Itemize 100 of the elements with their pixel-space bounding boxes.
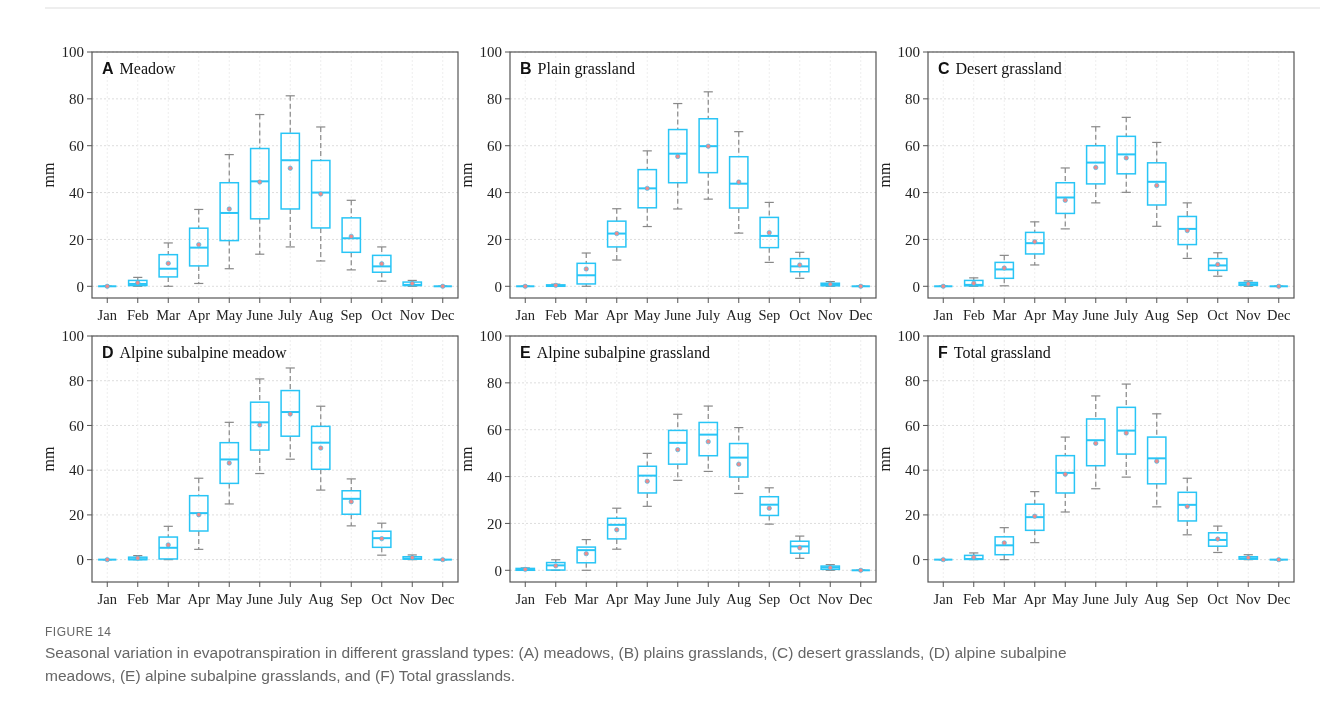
- x-tick-label: Mar: [574, 307, 599, 323]
- x-tick-label: June: [664, 307, 692, 323]
- text: Seasonal variation in evapotranspiration in different grassland types: (A) meadows, (B) plains grasslands, (C) desert grasslands, (D) alpine subalpine meadows, (E) alpine subalpine grasslands, and (F) Total grasslands.: [45, 644, 1067, 684]
- x-tick-label: July: [1114, 591, 1140, 607]
- x-tick-label: Sep: [758, 307, 781, 323]
- x-tick-label: Nov: [817, 307, 844, 323]
- x-tick-label: Sep: [340, 591, 363, 607]
- x-tick-label: Dec: [1267, 307, 1291, 323]
- y-tick-label: 40: [905, 462, 920, 479]
- text: D Alpine subalpine meadow: [102, 344, 288, 362]
- x-tick-label: Apr: [1023, 307, 1047, 323]
- y-tick-label: 100: [897, 328, 920, 345]
- x-tick-label: May: [215, 591, 244, 607]
- x-tick-label: Mar: [992, 591, 1017, 607]
- y-tick-label: 80: [487, 91, 502, 108]
- y-axis-title: mm: [876, 162, 893, 188]
- x-tick-label: July: [278, 591, 304, 607]
- text: E Alpine subalpine grassland: [520, 344, 710, 362]
- x-tick-label: Aug: [726, 591, 752, 607]
- y-tick-label: 80: [69, 91, 84, 108]
- y-tick-label: 0: [494, 562, 502, 579]
- x-tick-label: Apr: [187, 307, 211, 323]
- x-tick-label: Mar: [992, 307, 1017, 323]
- x-tick-label: June: [664, 591, 692, 607]
- x-tick-label: Nov: [399, 591, 426, 607]
- y-tick-label: 80: [487, 375, 502, 392]
- x-tick-label: May: [215, 307, 244, 323]
- y-axis-title: mm: [458, 446, 475, 472]
- x-tick-label: Jan: [515, 591, 536, 607]
- x-tick-label: June: [1082, 591, 1110, 607]
- x-tick-label: Apr: [187, 591, 211, 607]
- y-tick-label: 80: [905, 91, 920, 108]
- y-axis-title: mm: [40, 162, 57, 188]
- x-tick-label: Oct: [1207, 307, 1229, 323]
- x-tick-label: Nov: [1235, 307, 1262, 323]
- x-tick-label: Dec: [849, 591, 873, 607]
- caption: FIGURE 14: [45, 625, 112, 639]
- text: A Meadow: [102, 60, 176, 77]
- y-axis-title: mm: [458, 162, 475, 188]
- x-tick-label: Jan: [933, 307, 954, 323]
- y-axis-title: mm: [40, 446, 57, 472]
- y-tick-label: 40: [69, 184, 84, 201]
- text: B Plain grassland: [520, 60, 635, 78]
- y-tick-label: 100: [479, 44, 502, 61]
- y-tick-label: 20: [69, 507, 84, 524]
- x-tick-label: Aug: [1144, 307, 1170, 323]
- x-tick-label: Jan: [97, 591, 118, 607]
- x-tick-label: Feb: [962, 307, 985, 323]
- y-tick-label: 40: [905, 184, 920, 201]
- y-tick-label: 0: [494, 278, 502, 295]
- x-tick-label: Jan: [933, 591, 954, 607]
- x-tick-label: Oct: [1207, 591, 1229, 607]
- x-tick-label: July: [278, 307, 304, 323]
- y-tick-label: 100: [61, 44, 84, 61]
- x-tick-label: July: [696, 591, 722, 607]
- x-tick-label: Dec: [431, 591, 455, 607]
- x-tick-label: Dec: [431, 307, 455, 323]
- x-tick-label: June: [1082, 307, 1110, 323]
- y-tick-label: 100: [61, 328, 84, 345]
- y-tick-label: 60: [487, 137, 502, 154]
- y-tick-label: 60: [69, 417, 84, 434]
- x-tick-label: July: [1114, 307, 1140, 323]
- x-tick-label: Jan: [515, 307, 536, 323]
- x-tick-label: Feb: [544, 591, 567, 607]
- x-tick-label: Jan: [97, 307, 118, 323]
- x-tick-label: Feb: [962, 591, 985, 607]
- x-tick-label: Dec: [849, 307, 873, 323]
- y-tick-label: 60: [905, 417, 920, 434]
- x-tick-label: Apr: [605, 307, 629, 323]
- x-tick-label: Oct: [789, 307, 811, 323]
- x-tick-label: June: [246, 591, 274, 607]
- x-tick-label: Aug: [1144, 591, 1170, 607]
- x-tick-label: Oct: [371, 307, 393, 323]
- x-tick-label: May: [1051, 307, 1080, 323]
- y-tick-label: 20: [487, 515, 502, 532]
- y-tick-label: 0: [76, 551, 84, 568]
- x-tick-label: Nov: [1235, 591, 1262, 607]
- x-tick-label: Nov: [399, 307, 426, 323]
- x-tick-label: Sep: [1176, 307, 1199, 323]
- x-tick-label: Feb: [544, 307, 567, 323]
- y-tick-label: 40: [487, 468, 502, 485]
- x-tick-label: Sep: [340, 307, 363, 323]
- x-tick-label: May: [633, 591, 662, 607]
- x-tick-label: May: [633, 307, 662, 323]
- x-tick-label: Oct: [789, 591, 811, 607]
- y-tick-label: 60: [487, 421, 502, 438]
- y-tick-label: 100: [479, 328, 502, 345]
- text: C Desert grassland: [938, 60, 1062, 78]
- x-tick-label: Feb: [126, 307, 149, 323]
- y-axis-title: mm: [876, 446, 893, 472]
- y-tick-label: 20: [905, 231, 920, 248]
- y-tick-label: 80: [69, 372, 84, 389]
- y-tick-label: 40: [487, 184, 502, 201]
- y-tick-label: 0: [76, 278, 84, 295]
- x-tick-label: Mar: [156, 307, 181, 323]
- x-tick-label: Nov: [817, 591, 844, 607]
- x-tick-label: July: [696, 307, 722, 323]
- x-tick-label: Oct: [371, 591, 393, 607]
- y-tick-label: 20: [905, 507, 920, 524]
- x-tick-label: Dec: [1267, 591, 1291, 607]
